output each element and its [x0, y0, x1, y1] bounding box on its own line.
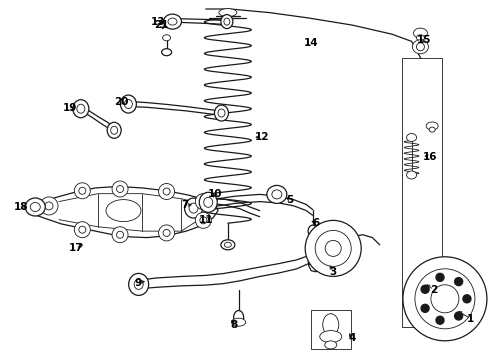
Text: 2: 2	[430, 285, 437, 295]
Circle shape	[200, 217, 207, 224]
Ellipse shape	[164, 14, 181, 29]
Ellipse shape	[224, 242, 231, 247]
Ellipse shape	[407, 134, 416, 141]
Ellipse shape	[204, 197, 213, 207]
Ellipse shape	[121, 95, 136, 113]
Ellipse shape	[267, 185, 287, 203]
Circle shape	[325, 240, 341, 256]
Text: 3: 3	[330, 267, 337, 277]
Ellipse shape	[218, 109, 225, 117]
Text: 13: 13	[150, 17, 165, 27]
Circle shape	[415, 269, 475, 329]
Circle shape	[117, 185, 123, 193]
Circle shape	[200, 198, 207, 205]
Ellipse shape	[413, 40, 428, 54]
Text: 10: 10	[207, 189, 222, 199]
Ellipse shape	[224, 18, 230, 25]
Circle shape	[431, 285, 459, 313]
Ellipse shape	[163, 35, 171, 41]
Ellipse shape	[308, 225, 317, 237]
Text: 20: 20	[114, 96, 129, 107]
Text: 7: 7	[181, 200, 189, 210]
Ellipse shape	[416, 43, 424, 51]
Ellipse shape	[320, 330, 342, 343]
Ellipse shape	[111, 126, 118, 134]
Ellipse shape	[323, 314, 339, 336]
Circle shape	[159, 184, 174, 199]
Text: 12: 12	[255, 132, 270, 142]
Ellipse shape	[429, 127, 435, 132]
Circle shape	[315, 230, 351, 266]
Text: 9: 9	[135, 278, 142, 288]
Circle shape	[74, 222, 90, 238]
Ellipse shape	[25, 198, 45, 216]
Bar	[402, 58, 442, 327]
Circle shape	[40, 197, 58, 215]
Circle shape	[159, 225, 174, 241]
Ellipse shape	[232, 318, 245, 326]
Ellipse shape	[107, 122, 121, 138]
Circle shape	[112, 227, 128, 243]
Text: 16: 16	[423, 152, 438, 162]
Ellipse shape	[325, 341, 337, 349]
Ellipse shape	[77, 104, 85, 113]
Circle shape	[436, 316, 444, 324]
Text: 17: 17	[69, 243, 83, 253]
Text: 14: 14	[304, 38, 318, 48]
Circle shape	[196, 212, 211, 228]
Text: 15: 15	[416, 35, 431, 45]
Circle shape	[463, 295, 471, 303]
Ellipse shape	[134, 279, 143, 289]
Circle shape	[163, 229, 170, 237]
Circle shape	[45, 202, 53, 210]
Ellipse shape	[426, 122, 438, 130]
Ellipse shape	[407, 171, 416, 179]
Ellipse shape	[414, 28, 427, 38]
Ellipse shape	[106, 199, 141, 222]
Circle shape	[421, 285, 429, 293]
Ellipse shape	[73, 100, 89, 118]
Ellipse shape	[219, 9, 237, 17]
Ellipse shape	[215, 105, 228, 121]
Ellipse shape	[189, 203, 198, 213]
Circle shape	[163, 188, 170, 195]
Circle shape	[436, 273, 444, 282]
Ellipse shape	[168, 18, 177, 25]
Ellipse shape	[129, 273, 148, 296]
Ellipse shape	[162, 49, 172, 56]
Text: 4: 4	[348, 333, 356, 343]
Text: 18: 18	[13, 202, 28, 212]
Ellipse shape	[124, 100, 132, 109]
Circle shape	[421, 304, 429, 312]
Text: 19: 19	[62, 103, 77, 113]
Text: 1: 1	[467, 314, 474, 324]
Text: 8: 8	[231, 320, 238, 330]
Text: 11: 11	[198, 215, 213, 225]
Circle shape	[196, 194, 211, 210]
Text: 6: 6	[313, 218, 319, 228]
Circle shape	[117, 231, 123, 238]
Circle shape	[79, 226, 86, 233]
Circle shape	[74, 183, 90, 199]
Ellipse shape	[185, 198, 202, 218]
Circle shape	[455, 312, 463, 320]
Bar	[311, 310, 351, 349]
Ellipse shape	[272, 190, 282, 199]
Circle shape	[305, 220, 361, 276]
Circle shape	[455, 278, 463, 285]
Ellipse shape	[416, 35, 424, 41]
Ellipse shape	[199, 192, 217, 212]
Circle shape	[112, 181, 128, 197]
Circle shape	[79, 187, 86, 194]
Ellipse shape	[221, 15, 233, 28]
Ellipse shape	[30, 202, 40, 211]
Ellipse shape	[221, 240, 235, 250]
Circle shape	[403, 257, 487, 341]
Text: 5: 5	[287, 195, 294, 205]
Ellipse shape	[234, 311, 244, 324]
Text: 21: 21	[154, 20, 169, 30]
